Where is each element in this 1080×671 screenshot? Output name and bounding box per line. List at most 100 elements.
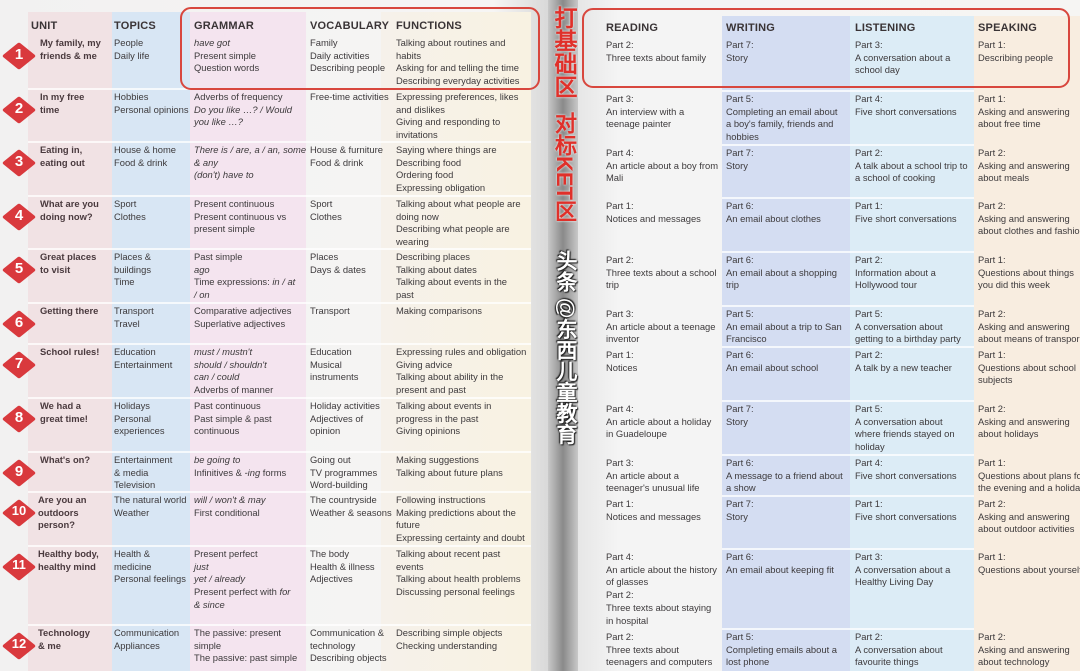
cell-line: Part 1: <box>978 457 1006 468</box>
topics-cell: The natural world Weather <box>114 494 186 519</box>
unit-title: My family, my friends & me <box>40 37 101 62</box>
cell-line: Describing people <box>978 51 1054 63</box>
cell-line: Health & <box>114 548 150 559</box>
text-segment: & any <box>194 156 218 168</box>
cell-line: Part 7: <box>726 39 754 50</box>
row-divider <box>722 454 974 456</box>
listening-cell: Part 1: Five short conversations <box>855 200 957 225</box>
cell-line: Following instructions <box>396 494 486 505</box>
cell-line: Talking about what people are <box>396 198 521 209</box>
header-vocabulary: VOCABULARY <box>310 20 390 32</box>
right-page: READING WRITING LISTENING SPEAKING Part … <box>578 0 1080 671</box>
cell-line: Sport <box>310 198 333 209</box>
grammar-cell: will / won't & may First conditional <box>194 494 266 519</box>
cell-line: Talking about recent past <box>396 548 501 559</box>
cell-line: The passive: present <box>194 627 282 638</box>
cell-line: Three texts about staying <box>606 601 712 613</box>
writing-cell: Part 5: An email about a trip to San Franc… <box>726 308 842 346</box>
functions-cell: Talking about what people are doing now De… <box>396 198 521 249</box>
cell-line: School rules! <box>40 346 100 357</box>
vocabulary-cell: Education Musical instruments <box>310 346 358 384</box>
text-segment: Time expressions: <box>194 276 273 288</box>
grammar-cell: There is / are, a / an, some & any (don't)… <box>194 144 306 182</box>
unit-title: Great places to visit <box>40 251 96 276</box>
cell-line: Questions about things <box>978 266 1074 278</box>
cell-line: Describing what people are <box>396 223 510 235</box>
cell-line: Part 1: <box>978 93 1006 104</box>
cell-line: An email about a shopping <box>726 266 838 278</box>
cell-line: What's on? <box>40 454 91 465</box>
cell-line: Part 4: <box>606 551 634 562</box>
text-segment: just <box>194 560 209 572</box>
cell-line: about outdoor activities <box>978 523 1075 535</box>
cell-line: Francisco <box>726 333 767 345</box>
functions-cell: Describing places Talking about dates Talk… <box>396 251 507 302</box>
listening-cell: Part 5: A conversation about where friends… <box>855 403 955 454</box>
cell-line: & media <box>114 466 149 478</box>
cell-line: doing now? <box>40 210 93 222</box>
unit-title: Getting there <box>40 305 98 318</box>
cell-line: Word-building <box>310 479 368 491</box>
cell-line: Communication & <box>310 627 384 638</box>
cell-line: about meals <box>978 172 1030 184</box>
cell-line: Story <box>726 51 748 63</box>
cell-line: Going out <box>310 454 351 465</box>
topics-cell: Holidays Personal experiences <box>114 400 165 438</box>
vocabulary-cell: Family Daily activities Describing people <box>310 37 385 75</box>
cell-line: There is / are, a / an, some <box>194 144 306 157</box>
cell-line: Hollywood tour <box>855 279 918 291</box>
cell-line: Talking about ability in the <box>396 371 504 383</box>
cell-line: great time! <box>40 412 88 424</box>
cell-line: Expressing rules and obligation <box>396 346 527 357</box>
text-segment: -ing <box>244 466 261 478</box>
unit-number: 11 <box>12 557 26 572</box>
reading-cell: Part 3: An article about a teenager's unus… <box>606 457 700 495</box>
cell-line: Talking about future plans <box>396 466 503 478</box>
cell-line: Making comparisons <box>396 305 482 316</box>
unit-number: 8 <box>14 409 24 426</box>
cell-line: Part 5: <box>726 631 754 642</box>
cell-line: Daily activities <box>310 49 370 61</box>
cell-line: Asking and answering <box>978 415 1070 427</box>
grammar-band <box>190 12 306 671</box>
topics-cell: Education Entertainment <box>114 346 172 371</box>
grammar-cell: have got Present simple Question words <box>194 37 259 75</box>
row-divider <box>722 197 974 199</box>
writing-cell: Part 7: Story <box>726 39 754 64</box>
cell-line: yet / already <box>194 573 290 586</box>
cell-line: Talking about routines and <box>396 37 506 48</box>
cell-line: Adverbs of manner <box>194 384 274 396</box>
cell-line: Describing objects <box>310 652 387 664</box>
foundation-label: 打基础区 <box>551 6 577 98</box>
cell-line: Information about a <box>855 266 936 278</box>
cell-line: A conversation about <box>855 320 943 332</box>
row-divider <box>722 400 974 402</box>
topics-cell: Hobbies Personal opinions <box>114 91 189 116</box>
row-divider <box>28 195 531 197</box>
vocabulary-cell: The countryside Weather & seasons <box>310 494 392 519</box>
text-segment: in / at <box>272 276 296 288</box>
cell-line: Talking about health problems <box>396 573 521 585</box>
cell-line: Musical <box>310 358 342 370</box>
cell-line: Past simple <box>194 251 243 262</box>
cell-line: must / mustn't <box>194 346 273 359</box>
functions-cell: Talking about routines and habits Asking f… <box>396 37 520 88</box>
writing-cell: Part 6: A message to a friend about a show <box>726 457 843 495</box>
cell-line: Healthy body, <box>38 548 99 559</box>
cell-line: Food & drink <box>310 156 364 168</box>
unit-number: 6 <box>14 314 24 331</box>
functions-cell: Talking about events in progress in the p… <box>396 400 491 438</box>
cell-line: Adverbs of frequency <box>194 91 283 102</box>
cell-line: person? <box>38 519 75 531</box>
cell-line: Part 2: <box>978 308 1006 319</box>
cell-line: Giving advice <box>396 358 453 370</box>
writing-cell: Part 5: Completing an email about a boy's … <box>726 93 838 144</box>
cell-line: Describing everyday activities <box>396 75 520 87</box>
cell-line: be going to <box>194 454 286 467</box>
grammar-cell: Past continuous Past simple & past continu… <box>194 400 272 438</box>
row-divider <box>28 343 531 345</box>
cell-line: Part 1: <box>978 254 1006 265</box>
cell-line: Part 1: <box>606 200 634 211</box>
cell-line: should / shouldn't <box>194 359 273 372</box>
unit-number: 7 <box>14 355 24 372</box>
